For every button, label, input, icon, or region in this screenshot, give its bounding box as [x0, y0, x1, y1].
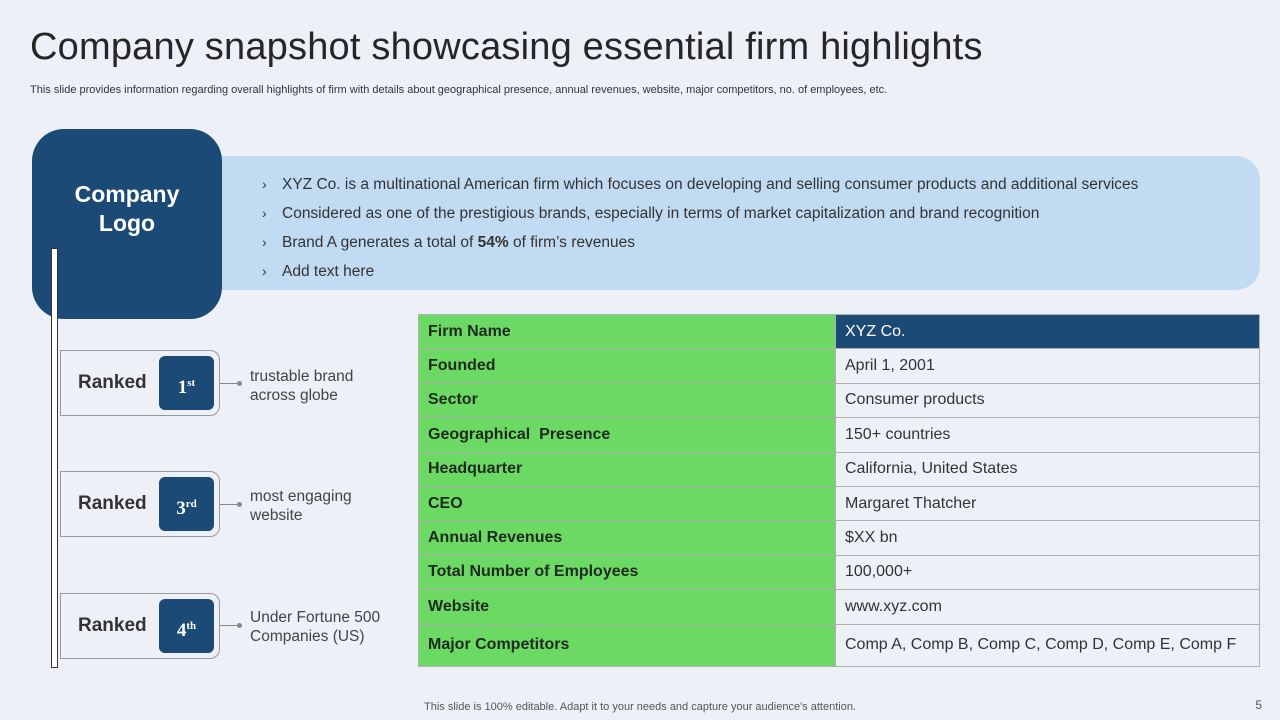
table-key: Founded — [418, 348, 836, 384]
rank-suffix: th — [186, 620, 197, 632]
rank-suffix: st — [187, 377, 196, 389]
table-key: Geographical Presence — [418, 417, 836, 453]
bullet-item: › Considered as one of the prestigious br… — [262, 202, 1138, 231]
table-value: California, United States — [835, 451, 1260, 487]
table-row: Founded April 1, 2001 — [418, 348, 1260, 384]
table-row: Firm Name XYZ Co. — [418, 313, 1260, 350]
table-row: Geographical Presence 150+ countries — [418, 417, 1260, 453]
rank-badge: 3rd — [159, 477, 214, 531]
table-value: April 1, 2001 — [835, 348, 1260, 384]
timeline-bar — [51, 248, 58, 668]
table-key: Sector — [418, 382, 836, 419]
table-row: CEO Margaret Thatcher — [418, 485, 1260, 522]
overview-bullets: › XYZ Co. is a multinational American fir… — [262, 173, 1138, 289]
rank-label: Ranked — [78, 372, 147, 393]
table-value: Comp A, Comp B, Comp C, Comp D, Comp E, … — [835, 623, 1260, 667]
rank-connector-dot — [237, 502, 242, 507]
bullet-text: Brand A generates a total of — [282, 234, 478, 251]
table-value: $XX bn — [835, 520, 1260, 556]
bullet-item: › Add text here — [262, 260, 1138, 289]
rank-connector-dot — [237, 623, 242, 628]
bullet-highlight: 54% — [477, 234, 509, 251]
bullet-item: › XYZ Co. is a multinational American fir… — [262, 173, 1138, 202]
table-key: Total Number of Employees — [418, 554, 836, 591]
rank-connector — [220, 383, 242, 384]
table-value: www.xyz.com — [835, 589, 1260, 625]
table-row: Website www.xyz.com — [418, 589, 1260, 625]
rank-number: 4 — [176, 620, 187, 641]
table-row: Headquarter California, United States — [418, 451, 1260, 487]
table-key: Headquarter — [418, 451, 836, 487]
page-subtitle: This slide provides information regardin… — [30, 84, 888, 96]
bullet-text: Considered as one of the prestigious bra… — [282, 205, 1040, 222]
bullet-text: XYZ Co. is a multinational American firm… — [282, 176, 1139, 193]
rank-badge: 4th — [159, 599, 214, 653]
chevron-right-icon: › — [262, 263, 267, 279]
rank-number: 3 — [176, 498, 186, 519]
firm-highlights-table: Firm Name XYZ Co. Founded April 1, 2001 Se… — [418, 313, 1260, 667]
rank-label: Ranked — [78, 615, 147, 636]
table-row: Total Number of Employees 100,000+ — [418, 554, 1260, 591]
bullet-text: Add text here — [282, 263, 375, 280]
table-key: CEO — [418, 485, 836, 522]
company-logo-text: Company Logo — [74, 181, 180, 236]
table-value: 100,000+ — [835, 554, 1260, 591]
table-row: Sector Consumer products — [418, 382, 1260, 419]
chevron-right-icon: › — [262, 234, 267, 250]
rank-connector — [220, 625, 242, 626]
table-value: Consumer products — [835, 382, 1260, 419]
table-key: Annual Revenues — [418, 520, 836, 556]
rank-card-4: Ranked 4th — [60, 593, 220, 659]
rank-suffix: rd — [185, 498, 197, 510]
rank-description: Under Fortune 500 Companies (US) — [250, 609, 381, 645]
page-title: Company snapshot showcasing essential fi… — [30, 26, 983, 68]
chevron-right-icon: › — [262, 176, 267, 192]
overview-banner — [185, 156, 1260, 290]
rank-card-1: Ranked 1st — [60, 350, 220, 416]
table-key: Major Competitors — [418, 623, 836, 667]
bullet-item: › Brand A generates a total of 54% of fir… — [262, 231, 1138, 260]
table-value: Margaret Thatcher — [835, 485, 1260, 522]
rank-connector — [220, 504, 242, 505]
bullet-text: of firm’s revenues — [508, 234, 636, 251]
table-row: Annual Revenues $XX bn — [418, 520, 1260, 556]
table-row: Major Competitors Comp A, Comp B, Comp C,… — [418, 623, 1260, 667]
rank-description: most engaging website — [250, 488, 352, 524]
table-key: Website — [418, 589, 836, 625]
table-value: 150+ countries — [835, 417, 1260, 453]
rank-connector-dot — [237, 381, 242, 386]
footer-note: This slide is 100% editable. Adapt it to… — [424, 701, 856, 713]
table-key: Firm Name — [418, 313, 836, 350]
rank-description: trustable brand across globe — [250, 368, 354, 404]
chevron-right-icon: › — [262, 205, 267, 221]
rank-badge: 1st — [159, 356, 214, 410]
page-number: 5 — [1255, 698, 1262, 712]
rank-label: Ranked — [78, 493, 147, 514]
company-logo-box: Company Logo — [32, 129, 222, 319]
rank-card-3: Ranked 3rd — [60, 471, 220, 537]
rank-number: 1 — [177, 377, 188, 398]
table-value: XYZ Co. — [835, 313, 1260, 350]
